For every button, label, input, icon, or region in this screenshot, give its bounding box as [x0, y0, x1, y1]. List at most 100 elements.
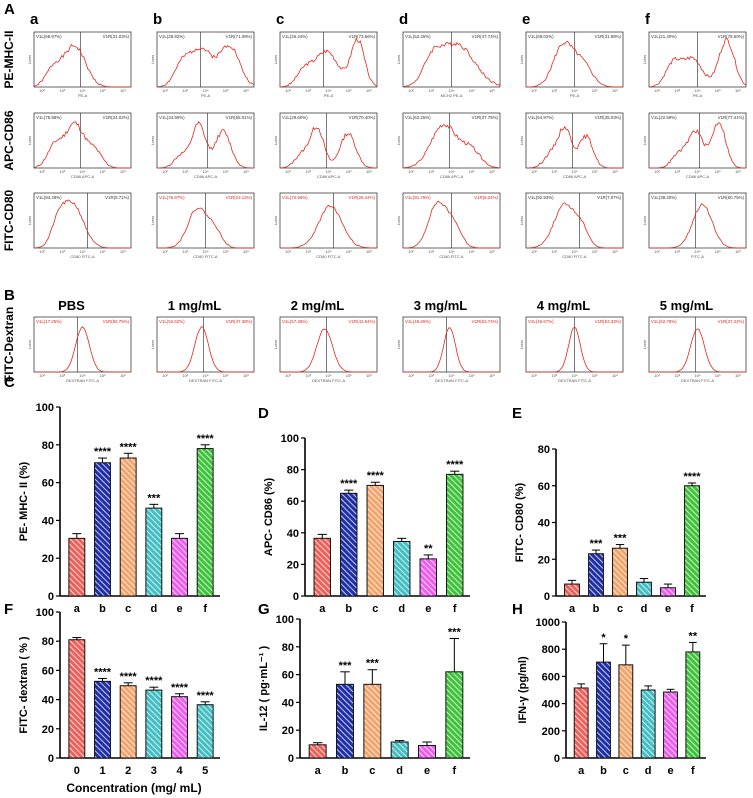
histogram-left-gate-label: V1L(29.60%): [282, 115, 308, 120]
histogram-x-tick-label: 10⁵: [592, 88, 598, 93]
x-tick-label: 4: [176, 765, 183, 777]
histogram-x-tick-label: 10²: [531, 169, 537, 174]
histogram-right-gate-label: V1R(35.03%): [595, 115, 622, 120]
histogram-right-gate-label: V1R(78.60%): [718, 34, 745, 39]
histogram-x-tick-label: 10³: [551, 88, 557, 93]
histogram-x-tick-label: 10⁵: [469, 88, 475, 93]
histogram-x-tick-label: 10⁵: [469, 373, 475, 378]
histogram-right-gate-label: V1R(42.64%): [349, 319, 376, 324]
bar: [418, 744, 436, 759]
histogram-x-tick-label: 10³: [59, 88, 65, 93]
x-tick-label: e: [176, 603, 182, 615]
histogram-left-gate-label: V1L(76.87%): [159, 195, 185, 200]
histogram-x-tick-label: 10⁶: [243, 373, 249, 378]
histogram-y-axis-label: Loess: [643, 216, 647, 226]
bar: [636, 581, 652, 597]
histogram-x-tick-label: 10⁵: [100, 249, 106, 254]
histogram-plot: Loess 10² 10³ 10⁴ 10⁵ 10⁶ CD86 APC-A V1L(22.59%…: [643, 112, 747, 179]
column-letter-e: e: [522, 11, 530, 28]
histogram-left-gate-label: V1L(46.67%): [528, 319, 554, 324]
column-letter-b: b: [153, 11, 162, 28]
bar: [196, 704, 214, 759]
histogram-x-axis-label: CD80 FITC-A: [562, 254, 587, 259]
histogram-curve: [157, 207, 254, 249]
histogram-plot: Loess 10² 10³ 10⁴ 10⁵ 10⁶ CD80 FITC-A V1L(91.76…: [397, 192, 501, 259]
histogram-plot: Loess 10² 10³ 10⁴ 10⁵ 10⁶ PE-A V1L(28.92%) V1R(7…: [151, 31, 255, 98]
histogram-x-tick-label: 10²: [531, 249, 537, 254]
histogram-right-gate-label: V1R(26.44%): [349, 195, 376, 200]
histogram-x-tick-label: 10⁴: [694, 249, 700, 254]
x-axis-label: Concentration (mg/ mL): [66, 781, 201, 795]
histogram-frame: [648, 112, 747, 169]
histogram-x-tick-label: 10⁵: [223, 373, 229, 378]
bar: [145, 507, 163, 597]
concentration-title: 1 mg/mL: [168, 298, 222, 313]
bar: [68, 537, 86, 597]
histogram-plot: Loess 10² 10³ 10⁴ 10⁵ 10⁶ DEXTRAN FITC-A V1L(17…: [28, 316, 132, 383]
histogram-curve: [156, 45, 255, 88]
significance-label: ***: [147, 492, 161, 504]
y-tick-label: 80: [287, 465, 299, 477]
histogram-x-tick-label: 10³: [674, 169, 680, 174]
histogram-x-tick-label: 10⁵: [346, 249, 352, 254]
significance-label: ****: [120, 671, 138, 683]
histogram-x-tick-label: 10²: [39, 88, 45, 93]
concentration-title: PBS: [58, 298, 85, 313]
histogram-x-tick-label: 10²: [654, 169, 660, 174]
histogram-x-tick-label: 10⁴: [571, 88, 577, 93]
histogram-x-tick-label: 10⁴: [202, 249, 208, 254]
histogram-right-gate-label: V1R(60.75%): [718, 195, 745, 200]
bar: [564, 583, 580, 597]
histogram-right-gate-label: V1R(82.75%): [103, 319, 130, 324]
histogram-x-axis-label: CD80 FITC-A: [193, 254, 218, 259]
histogram-x-tick-label: 10⁴: [325, 169, 331, 174]
panel-letter-A: A: [4, 1, 15, 18]
histogram-x-tick-label: 10²: [162, 373, 168, 378]
histogram-frame: [279, 112, 378, 169]
x-tick-label: c: [125, 603, 131, 615]
histogram-y-axis-label: Loess: [151, 136, 155, 146]
histogram-x-tick-label: 10⁶: [120, 249, 126, 254]
bar-chart-G: G 0 20 40 60 80 100 IL-12 ( pg·mL⁻¹ ) a *** b *** c d…: [258, 601, 470, 777]
histogram-x-tick-label: 10⁴: [325, 373, 331, 378]
histogram-plot: Loess 10² 10³ 10⁴ 10⁵ 10⁶ CD80 FITC-A V1L(94.29…: [28, 192, 132, 259]
significance-label: ****: [683, 471, 701, 483]
histogram-x-axis-label: CD86 APC-A: [686, 174, 710, 179]
y-tick-label: 20: [538, 554, 550, 566]
histogram-x-tick-label: 10⁴: [325, 249, 331, 254]
histogram-x-axis-label: CD86 APC-A: [563, 174, 587, 179]
histogram-y-axis-label: Loess: [28, 216, 32, 226]
y-tick-label: 0: [48, 591, 54, 603]
histogram-left-gate-label: V1L(46.26%): [405, 319, 431, 324]
histogram-curve: [280, 328, 377, 373]
y-tick-label: 80: [538, 444, 550, 456]
histogram-x-tick-label: 10²: [408, 169, 414, 174]
histogram-x-axis-label: PE-A: [201, 93, 211, 98]
histogram-right-gate-label: V1R(37.22%): [718, 319, 745, 324]
row-label: PE-MHC-II: [2, 31, 16, 89]
histogram-x-tick-label: 10²: [285, 88, 291, 93]
y-axis-label: PE- MHC- II (%): [18, 461, 30, 541]
histogram-x-tick-label: 10³: [551, 373, 557, 378]
histogram-x-tick-label: 10³: [674, 373, 680, 378]
histogram-curve: [649, 122, 746, 169]
histogram-y-axis-label: Loess: [397, 136, 401, 146]
significance-label: ****: [145, 675, 163, 687]
x-tick-label: a: [315, 765, 322, 777]
histogram-frame: [279, 31, 378, 88]
histogram-frame: [648, 192, 747, 249]
histogram-plot: Loess 10² 10³ 10⁴ 10⁵ 10⁶ FITC-A V1L(39.25%) V1R…: [643, 192, 747, 259]
histogram-x-tick-label: 10²: [531, 88, 537, 93]
histogram-curve: [403, 327, 500, 373]
row-label: FITC-CD80: [2, 190, 16, 252]
histogram-x-tick-label: 10⁶: [489, 88, 495, 93]
histogram-x-tick-label: 10³: [59, 249, 65, 254]
significance-label: **: [424, 543, 433, 555]
bar: [390, 741, 409, 759]
histogram-x-tick-label: 10⁵: [715, 373, 721, 378]
significance-label: ****: [446, 459, 464, 471]
histogram-x-axis-label: CD86 APC-A: [440, 174, 464, 179]
histogram-curve: [402, 41, 501, 87]
histogram-frame: [402, 316, 501, 373]
y-tick-label: 0: [554, 753, 560, 765]
